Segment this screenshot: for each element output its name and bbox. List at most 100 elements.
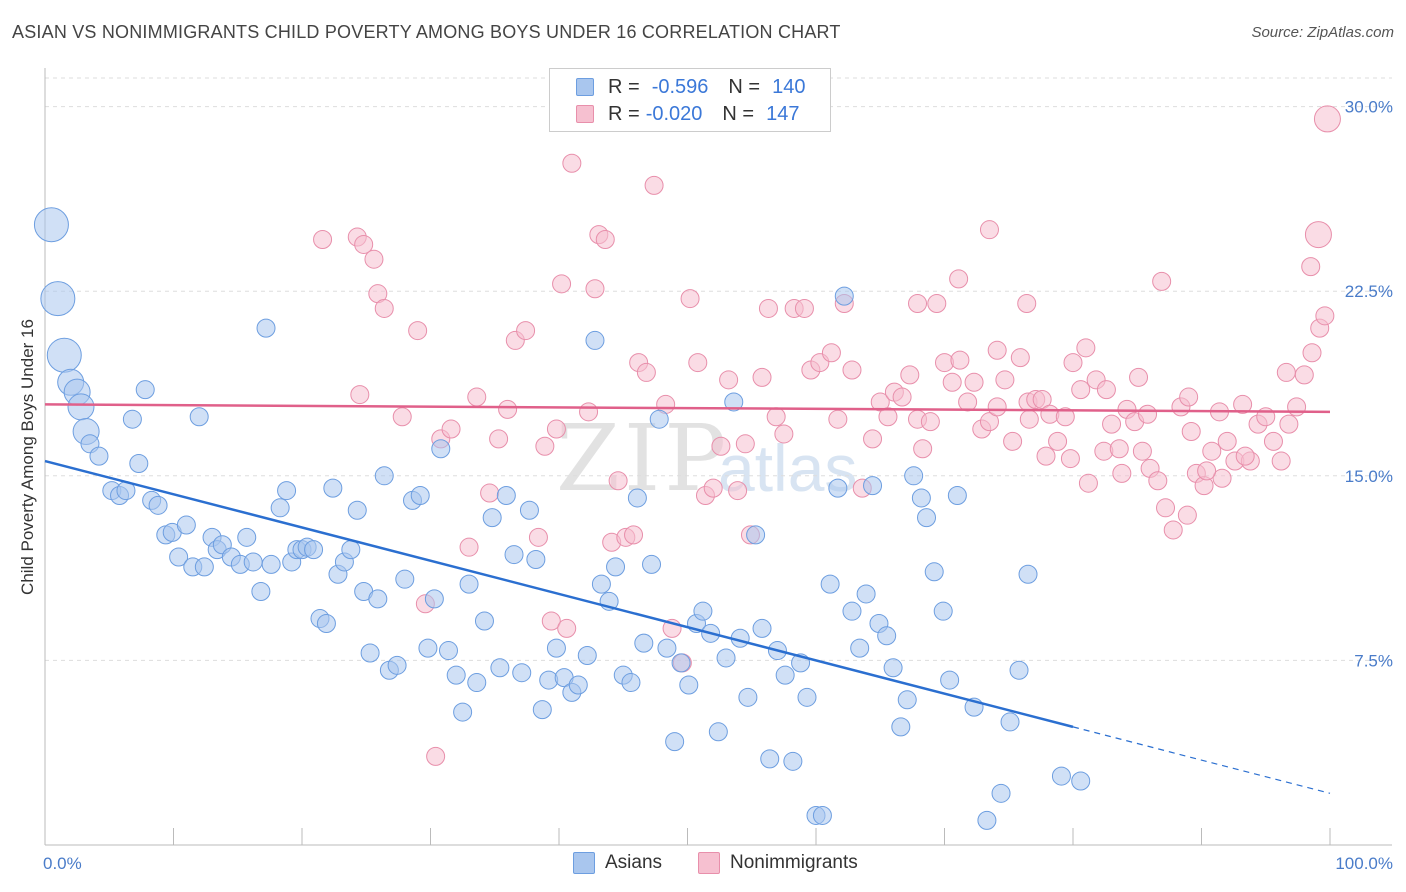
point-asians xyxy=(424,589,444,609)
point-nonimmigrants xyxy=(821,343,841,363)
point-nonimmigrants xyxy=(1271,451,1291,471)
series-legend: Asians Nonimmigrants xyxy=(0,852,1406,876)
point-nonimmigrants xyxy=(719,370,739,390)
legend-item-nonimmigrants[interactable]: Nonimmigrants xyxy=(698,852,858,874)
point-asians xyxy=(431,439,451,459)
point-asians xyxy=(277,481,297,501)
point-nonimmigrants xyxy=(828,409,848,429)
source-credit: Source: ZipAtlas.com xyxy=(1251,24,1394,41)
point-asians xyxy=(627,488,647,508)
point-asians xyxy=(746,525,766,545)
legend-n-label: N = xyxy=(722,102,755,125)
point-nonimmigrants xyxy=(498,399,518,419)
point-nonimmigrants xyxy=(1003,431,1023,451)
point-asians xyxy=(526,549,546,569)
point-nonimmigrants xyxy=(585,279,605,299)
point-nonimmigrants xyxy=(1096,380,1116,400)
point-asians xyxy=(904,466,924,486)
point-asians xyxy=(237,527,257,547)
point-asians xyxy=(418,638,438,658)
point-asians xyxy=(797,687,817,707)
point-asians xyxy=(634,633,654,653)
point-nonimmigrants xyxy=(1109,439,1129,459)
point-asians xyxy=(940,670,960,690)
point-asians xyxy=(850,638,870,658)
point-nonimmigrants xyxy=(892,387,912,407)
legend-label-asians: Asians xyxy=(605,852,663,873)
point-nonimmigrants xyxy=(1217,431,1237,451)
point-asians xyxy=(665,732,685,752)
point-nonimmigrants xyxy=(1315,306,1335,326)
legend-item-asians[interactable]: Asians xyxy=(573,852,662,874)
point-nonimmigrants xyxy=(774,424,794,444)
point-asians xyxy=(453,702,473,722)
point-asians xyxy=(496,485,516,505)
point-asians xyxy=(341,540,361,560)
point-asians xyxy=(129,454,149,473)
point-asians xyxy=(474,611,494,631)
x-tick-label: 0.0% xyxy=(43,854,82,873)
point-nonimmigrants xyxy=(949,269,969,289)
point-nonimmigrants xyxy=(703,478,723,498)
point-nonimmigrants xyxy=(927,294,947,314)
point-nonimmigrants xyxy=(1235,446,1255,466)
point-asians xyxy=(897,690,917,710)
point-asians xyxy=(67,393,95,421)
point-nonimmigrants xyxy=(1060,449,1080,469)
point-nonimmigrants xyxy=(900,365,920,385)
point-asians xyxy=(693,601,713,621)
point-asians xyxy=(519,500,539,520)
point-asians xyxy=(947,485,967,505)
y-tick-label: 15.0% xyxy=(1345,467,1393,486)
point-nonimmigrants xyxy=(1181,422,1201,442)
point-asians xyxy=(716,648,736,668)
legend-swatch-asians xyxy=(576,78,594,96)
point-nonimmigrants xyxy=(546,419,566,439)
series-asians xyxy=(33,207,1091,830)
point-nonimmigrants xyxy=(758,298,778,318)
point-asians xyxy=(368,589,388,609)
trend-line-asians-extension xyxy=(1072,726,1331,794)
point-nonimmigrants xyxy=(1163,520,1183,540)
point-asians xyxy=(783,751,803,771)
point-asians xyxy=(446,665,466,685)
point-nonimmigrants xyxy=(920,412,940,432)
point-asians xyxy=(1051,766,1071,786)
point-nonimmigrants xyxy=(480,483,500,503)
point-nonimmigrants xyxy=(1304,221,1332,249)
point-nonimmigrants xyxy=(688,353,708,373)
point-asians xyxy=(438,641,458,661)
point-nonimmigrants xyxy=(766,407,786,427)
point-nonimmigrants xyxy=(1212,468,1232,488)
legend-n-value-nonimmigrants: 147 xyxy=(766,102,800,125)
point-asians xyxy=(834,286,854,306)
point-nonimmigrants xyxy=(562,153,582,173)
point-nonimmigrants xyxy=(1279,414,1299,434)
point-nonimmigrants xyxy=(595,230,615,250)
point-asians xyxy=(657,638,677,658)
point-nonimmigrants xyxy=(1301,257,1321,277)
point-nonimmigrants xyxy=(878,407,898,427)
point-asians xyxy=(316,613,336,633)
point-nonimmigrants xyxy=(579,402,599,422)
point-asians xyxy=(724,392,744,412)
point-asians xyxy=(189,407,209,427)
point-asians xyxy=(606,557,626,577)
point-asians xyxy=(911,488,931,508)
point-asians xyxy=(933,601,953,621)
point-nonimmigrants xyxy=(535,436,555,456)
point-asians xyxy=(395,569,415,589)
point-nonimmigrants xyxy=(950,350,970,370)
point-asians xyxy=(546,638,566,658)
point-asians xyxy=(671,653,691,673)
point-nonimmigrants xyxy=(408,321,428,341)
point-asians xyxy=(1000,712,1020,732)
point-nonimmigrants xyxy=(644,175,664,195)
point-asians xyxy=(504,545,524,565)
point-nonimmigrants xyxy=(794,298,814,318)
point-nonimmigrants xyxy=(958,392,978,412)
point-asians xyxy=(459,574,479,594)
point-asians xyxy=(512,663,532,683)
point-asians xyxy=(148,495,168,515)
point-nonimmigrants xyxy=(459,537,479,557)
